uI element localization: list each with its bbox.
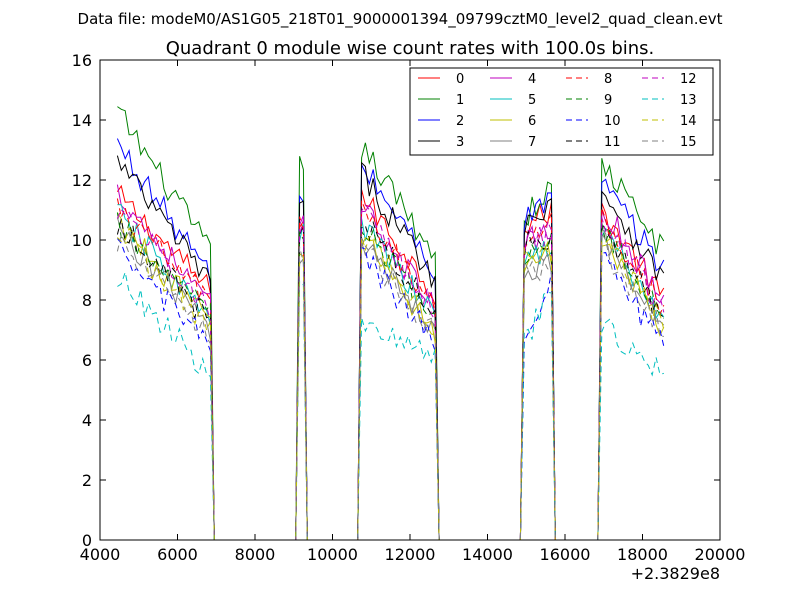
series-line-8 <box>116 198 665 541</box>
series-line-0 <box>116 184 665 541</box>
legend-label-13: 13 <box>680 93 697 108</box>
legend-label-12: 12 <box>680 72 697 87</box>
y-tick-label: 12 <box>72 171 92 190</box>
legend-label-0: 0 <box>456 72 464 87</box>
legend-label-4: 4 <box>528 72 536 87</box>
series-line-3 <box>116 155 665 541</box>
y-tick-label: 8 <box>82 291 92 310</box>
series-line-5 <box>117 204 665 541</box>
series-line-1 <box>117 106 665 541</box>
legend-label-5: 5 <box>528 93 536 108</box>
chart-title: Quadrant 0 module wise count rates with … <box>166 38 655 59</box>
legend-label-1: 1 <box>456 93 464 108</box>
legend-label-15: 15 <box>680 135 697 150</box>
x-tick-label: 14000 <box>462 545 513 564</box>
legend-label-11: 11 <box>604 135 621 150</box>
figure-suptitle: Data file: modeM0/AS1G05_218T01_90000013… <box>78 10 723 29</box>
x-tick-label: 6000 <box>157 545 198 564</box>
legend-label-2: 2 <box>456 114 464 129</box>
x-tick-label: 12000 <box>385 545 436 564</box>
legend-label-8: 8 <box>604 72 612 87</box>
x-tick-label: 18000 <box>617 545 668 564</box>
x-tick-label: 4000 <box>80 545 121 564</box>
series-line-15 <box>116 231 664 541</box>
x-tick-label: 10000 <box>307 545 358 564</box>
legend-label-9: 9 <box>604 93 612 108</box>
legend-label-14: 14 <box>680 114 697 129</box>
legend-label-6: 6 <box>528 114 536 129</box>
y-tick-label: 6 <box>82 351 92 370</box>
axes: 4000 6000 8000 10000 12000 14000 16000 18000 200… <box>72 51 746 564</box>
legend-label-10: 10 <box>604 114 621 129</box>
y-tick-label: 10 <box>72 231 92 250</box>
series-line-11 <box>116 218 665 541</box>
x-tick-label: 16000 <box>540 545 591 564</box>
legend-label-7: 7 <box>528 135 536 150</box>
y-tick-label: 2 <box>82 471 92 490</box>
y-tick-label: 4 <box>82 411 92 430</box>
series-line-2 <box>116 138 665 541</box>
series-line-12 <box>116 204 665 541</box>
x-tick-label: 20000 <box>695 545 746 564</box>
legend-label-3: 3 <box>456 135 464 150</box>
series-line-10 <box>117 238 665 541</box>
y-tick-label: 0 <box>82 531 92 550</box>
x-tick-label: 8000 <box>235 545 276 564</box>
series-line-9 <box>116 212 665 541</box>
y-tick-label: 14 <box>72 111 92 130</box>
plot-area <box>116 106 665 541</box>
y-tick-label: 16 <box>72 51 92 70</box>
x-offset-label: +2.3829e8 <box>631 564 720 583</box>
